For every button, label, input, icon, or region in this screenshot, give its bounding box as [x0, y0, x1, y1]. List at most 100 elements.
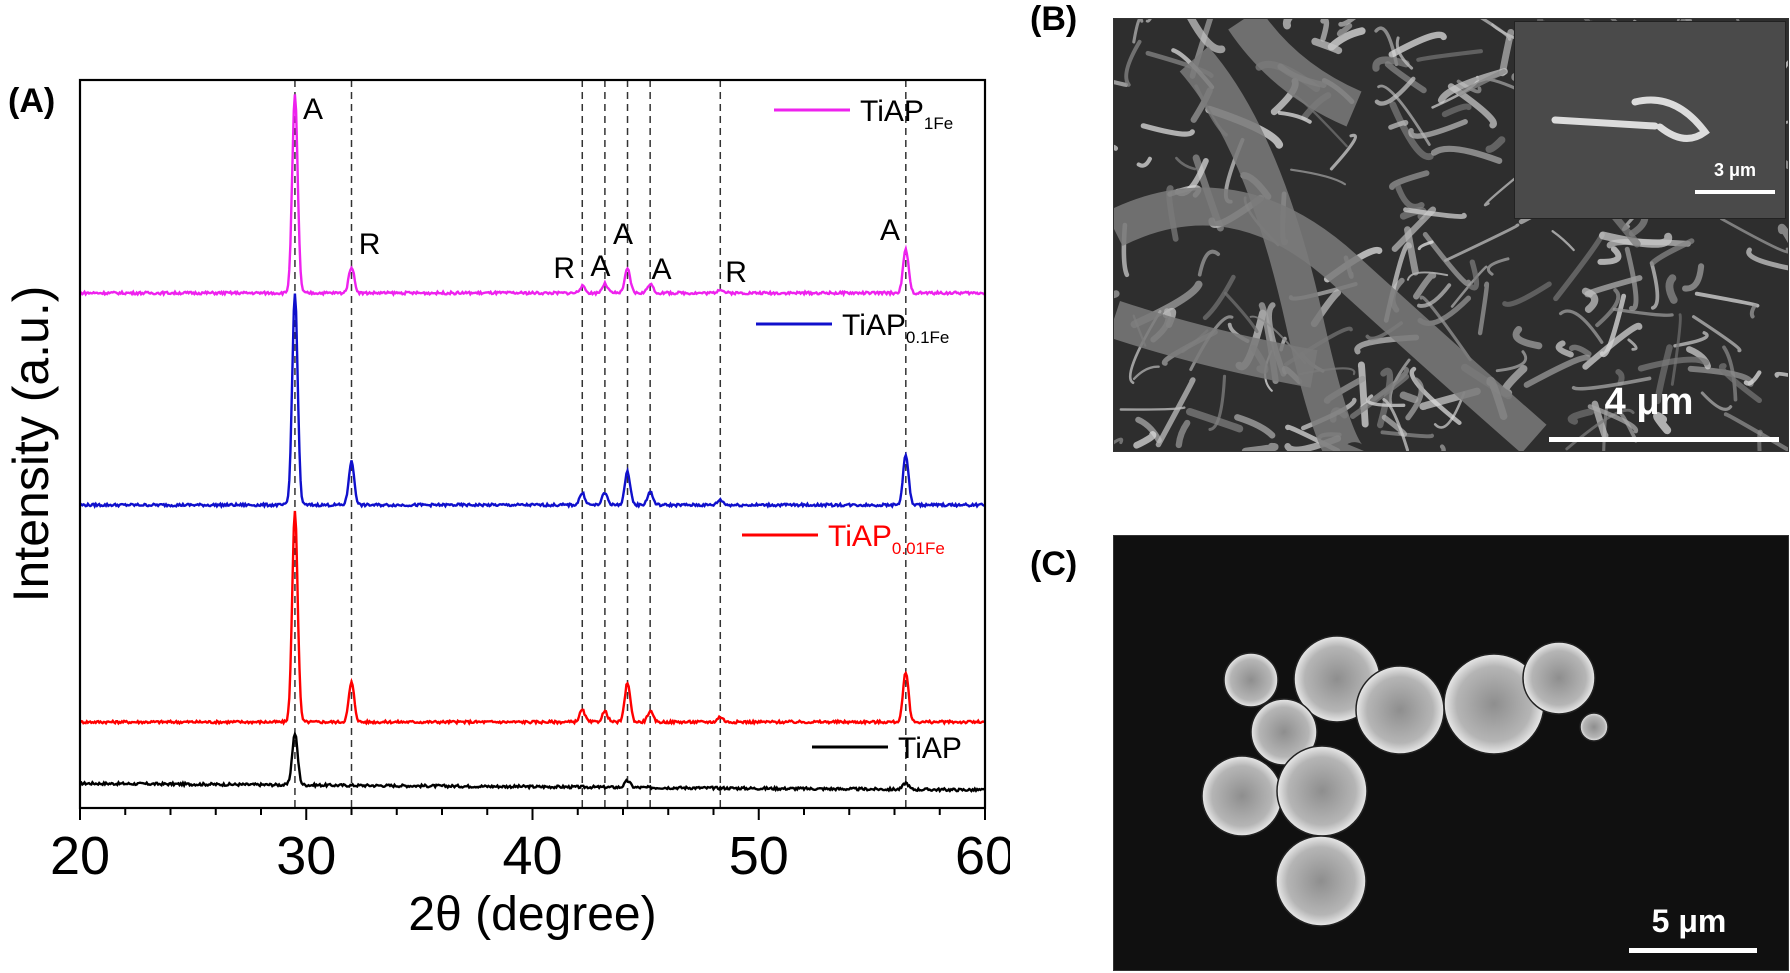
fiber-strand: [1282, 19, 1293, 30]
sem-spheres: [1201, 635, 1609, 927]
legend-label: TiAP1Fe: [860, 95, 953, 133]
fiber-strand: [1404, 226, 1419, 276]
fiber-strand: [1430, 145, 1503, 164]
microsphere: [1201, 755, 1283, 837]
fiber-strand: [1692, 315, 1742, 353]
fiber-strand: [1719, 363, 1762, 404]
panel-c-label: (C): [1030, 545, 1078, 583]
fiber-strand: [1649, 238, 1695, 266]
microsphere: [1355, 665, 1445, 755]
peak-label: R: [553, 252, 575, 285]
sem-c-scale-bar: [1629, 948, 1757, 953]
fiber-bundle: [1228, 19, 1362, 127]
fiber-strand: [1743, 370, 1762, 386]
fiber-strand: [1627, 338, 1638, 351]
inset-scale-label: 3 μm: [1713, 160, 1757, 180]
fiber-strand: [1399, 391, 1419, 404]
fiber-strand: [1444, 223, 1520, 262]
fiber-strand: [1175, 419, 1191, 449]
fiber-strand: [1555, 340, 1574, 358]
fiber-strand: [1311, 37, 1343, 55]
fiber-strand: [1700, 391, 1733, 411]
fiber-strand: [1187, 19, 1226, 54]
fiber-strand: [1571, 376, 1652, 391]
fiber-strand: [1512, 325, 1543, 350]
x-axis-label: 2θ (degree): [408, 888, 656, 941]
fiber-strand: [1665, 274, 1678, 304]
fiber-strand: [1774, 371, 1788, 378]
fiber-strand: [1597, 246, 1622, 265]
fiber-strand: [1208, 374, 1227, 431]
fiber-strand: [1612, 307, 1674, 317]
plot-frame: [78, 78, 987, 810]
fiber-strand: [1417, 283, 1452, 308]
fiber-strand: [1637, 356, 1710, 372]
fiber-strand: [1140, 123, 1195, 137]
fiber-strand: [1329, 133, 1357, 171]
fiber-strand: [1417, 240, 1434, 251]
fiber-strand: [1395, 36, 1414, 70]
fiber-strand: [1349, 373, 1410, 419]
microsphere: [1223, 652, 1279, 708]
fiber-strand: [1485, 136, 1506, 153]
peak-label: R: [725, 256, 747, 289]
fiber-strand: [1382, 398, 1409, 451]
fiber-strand: [1223, 291, 1259, 334]
microsphere: [1275, 835, 1367, 927]
fiber-strand: [1477, 281, 1490, 336]
sem-b-scale-bar: [1549, 437, 1779, 442]
sem-c-scale-label: 5 μm: [1651, 903, 1727, 939]
peak-label: A: [651, 253, 671, 286]
fiber-strand: [1241, 442, 1279, 451]
fiber-strand: [1380, 430, 1434, 439]
fiber-strand: [1357, 361, 1369, 428]
microsphere: [1276, 745, 1368, 837]
fiber-strand: [1406, 271, 1449, 281]
fiber-strand: [1599, 231, 1673, 248]
series-line-TiAP: [79, 730, 986, 794]
fiber-strand: [1559, 309, 1604, 344]
fiber-strand: [1567, 408, 1595, 425]
panel-b-label: (B): [1030, 0, 1078, 38]
microsphere: [1250, 698, 1318, 766]
microsphere: [1522, 641, 1596, 715]
sem-inset-particle: [1551, 96, 1710, 142]
fiber-strand: [1670, 313, 1682, 386]
fiber-strand: [1457, 69, 1507, 96]
fiber-strand: [1277, 110, 1312, 124]
fiber-bundle: [1179, 46, 1364, 451]
x-tick-label: 50: [729, 826, 789, 886]
x-tick-label: 20: [50, 826, 110, 886]
fiber-strand: [1185, 407, 1244, 433]
fiber-strand: [1197, 249, 1221, 277]
inset-scale-bar: [1695, 190, 1775, 194]
fiber-strand: [1119, 406, 1186, 411]
fiber-strand: [1441, 103, 1472, 118]
fiber-strand: [1720, 217, 1788, 254]
fiber-strand: [1673, 331, 1709, 348]
fiber-strand: [1569, 344, 1592, 357]
panel-a-label: (A): [8, 82, 56, 120]
fiber-strand: [1653, 411, 1672, 435]
fiber-strand: [1374, 76, 1416, 106]
fiber-strand: [1377, 367, 1394, 429]
fiber-strand: [1749, 303, 1757, 319]
fiber-strand: [1654, 344, 1673, 405]
peak-label: A: [590, 250, 610, 283]
legend-label: TiAP0.1Fe: [842, 309, 949, 347]
y-axis-label: Intensity (a.u.): [3, 286, 59, 603]
x-tick-label: 60: [955, 826, 1010, 886]
fiber-strand: [1366, 394, 1406, 408]
fiber-strand: [1175, 156, 1197, 171]
fiber-strand: [1320, 19, 1330, 42]
inset-particle-shape: [1551, 96, 1710, 142]
fiber-strand: [1502, 281, 1552, 307]
fiber-strand: [1114, 290, 1120, 299]
fiber-strand: [1723, 412, 1788, 451]
fiber-strand: [1388, 120, 1409, 130]
fiber-strand: [1467, 259, 1480, 291]
fiber-bundle: [1114, 187, 1547, 451]
series-line-TiAP1Fe: [79, 94, 986, 298]
x-tick-label: 30: [276, 826, 336, 886]
fiber-strand: [1338, 19, 1356, 27]
